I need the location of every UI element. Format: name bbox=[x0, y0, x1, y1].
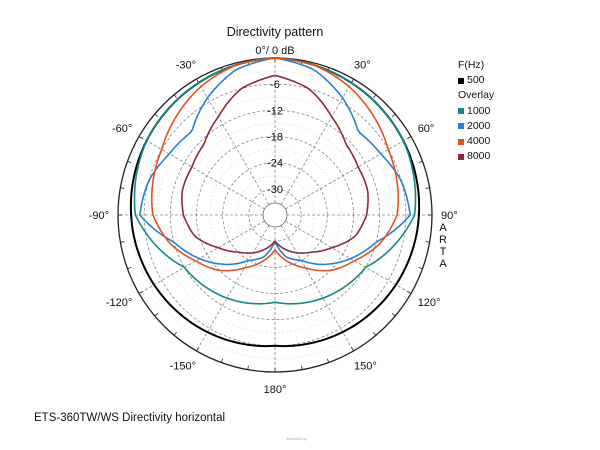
legend-label: 500 bbox=[467, 74, 485, 87]
radial-tick-label: -6 bbox=[270, 79, 280, 91]
angle-tick-label: -30° bbox=[176, 59, 196, 71]
outer-tick bbox=[391, 113, 396, 117]
center-circle bbox=[262, 202, 288, 228]
grid-spoke bbox=[138, 220, 265, 294]
outer-tick bbox=[196, 78, 199, 83]
angle-tick-label: 180° bbox=[264, 384, 287, 396]
grid-spoke bbox=[285, 220, 412, 294]
legend-swatch bbox=[458, 108, 464, 115]
outer-tick bbox=[220, 358, 224, 363]
radial-tick-labels: -6 -12 -18 -24 -30 bbox=[267, 79, 283, 196]
series-line-4000 bbox=[151, 57, 399, 272]
outer-tick bbox=[301, 365, 303, 370]
angle-tick-label: -150° bbox=[170, 361, 196, 373]
outer-tick bbox=[120, 187, 125, 189]
legend-item: 8000 bbox=[458, 149, 494, 164]
polar-grid bbox=[117, 57, 433, 373]
legend-swatch bbox=[458, 123, 464, 130]
angle-tick-label: -60° bbox=[112, 123, 132, 135]
grid-spoke bbox=[280, 225, 354, 352]
legend: F(Hz) 500 Overlay 1000 2000 4000 8000 bbox=[458, 58, 494, 164]
outer-tick bbox=[418, 160, 423, 164]
radial-tick-label: -24 bbox=[267, 158, 283, 170]
angle-tick-label: 90° bbox=[441, 210, 458, 222]
angle-tick-labels: 30° 60° 90° 120° 150° 180° -150° -120° -90° -60° -… bbox=[89, 59, 458, 396]
outer-tick bbox=[196, 347, 199, 352]
outer-tick bbox=[173, 94, 177, 99]
legend-label: 4000 bbox=[467, 135, 491, 148]
series-line-8000 bbox=[181, 74, 369, 254]
radial-unit-label: 0°/ 0 dB bbox=[255, 45, 294, 57]
outer-tick bbox=[173, 331, 177, 336]
angle-tick-label: 120° bbox=[418, 297, 441, 309]
side-label: A R T A bbox=[439, 222, 447, 270]
legend-freq-header: F(Hz) bbox=[458, 59, 485, 71]
grid-spoke bbox=[280, 78, 354, 205]
outer-tick bbox=[138, 136, 143, 139]
outer-tick bbox=[154, 113, 159, 117]
outer-tick bbox=[391, 313, 396, 317]
outer-tick bbox=[425, 187, 430, 189]
outer-tick bbox=[407, 291, 412, 294]
angle-tick-label: -120° bbox=[106, 297, 132, 309]
outer-tick bbox=[247, 365, 249, 370]
legend-label: 1000 bbox=[467, 104, 491, 117]
outer-tick bbox=[373, 94, 377, 99]
legend-swatch bbox=[458, 138, 464, 145]
outer-tick bbox=[407, 136, 412, 139]
legend-swatch bbox=[458, 153, 464, 160]
outer-tick bbox=[351, 347, 354, 352]
legend-overlay-header: Overlay bbox=[458, 89, 495, 102]
radial-tick-label: -18 bbox=[267, 132, 283, 144]
angle-tick-label: -90° bbox=[89, 210, 109, 222]
outer-tick bbox=[127, 266, 132, 270]
angle-tick-label: 60° bbox=[418, 123, 435, 135]
angle-tick-label: 150° bbox=[354, 361, 377, 373]
outer-tick bbox=[373, 331, 377, 336]
chart-caption: ETS-360TW/WS Directivity horizontal bbox=[34, 412, 226, 424]
outer-tick bbox=[127, 160, 132, 164]
radial-tick-label: -30 bbox=[267, 184, 283, 196]
grid-spoke bbox=[196, 225, 270, 352]
legend-item: 500 bbox=[458, 73, 494, 88]
legend-swatch bbox=[458, 77, 464, 84]
response-curves bbox=[129, 57, 421, 348]
grid-spoke bbox=[138, 136, 265, 210]
legend-item: 1000 bbox=[458, 104, 494, 119]
outer-tick bbox=[120, 241, 125, 243]
outer-tick bbox=[418, 266, 423, 270]
legend-item: 2000 bbox=[458, 119, 494, 134]
grid-spoke bbox=[285, 136, 412, 210]
outer-tick bbox=[138, 291, 143, 294]
outer-tick bbox=[154, 313, 159, 317]
angle-tick-label: 30° bbox=[354, 59, 371, 71]
grid-spoke bbox=[196, 78, 270, 205]
outer-tick bbox=[351, 78, 354, 83]
outer-tick bbox=[425, 241, 430, 243]
chart-title: Directivity pattern bbox=[227, 25, 324, 39]
legend-label: 2000 bbox=[467, 119, 491, 132]
legend-label: 8000 bbox=[467, 150, 491, 163]
radial-tick-label: -12 bbox=[267, 105, 283, 117]
outer-tick bbox=[326, 358, 330, 363]
watermark: www.tltk3.pl bbox=[286, 436, 308, 441]
legend-item: 4000 bbox=[458, 134, 494, 149]
